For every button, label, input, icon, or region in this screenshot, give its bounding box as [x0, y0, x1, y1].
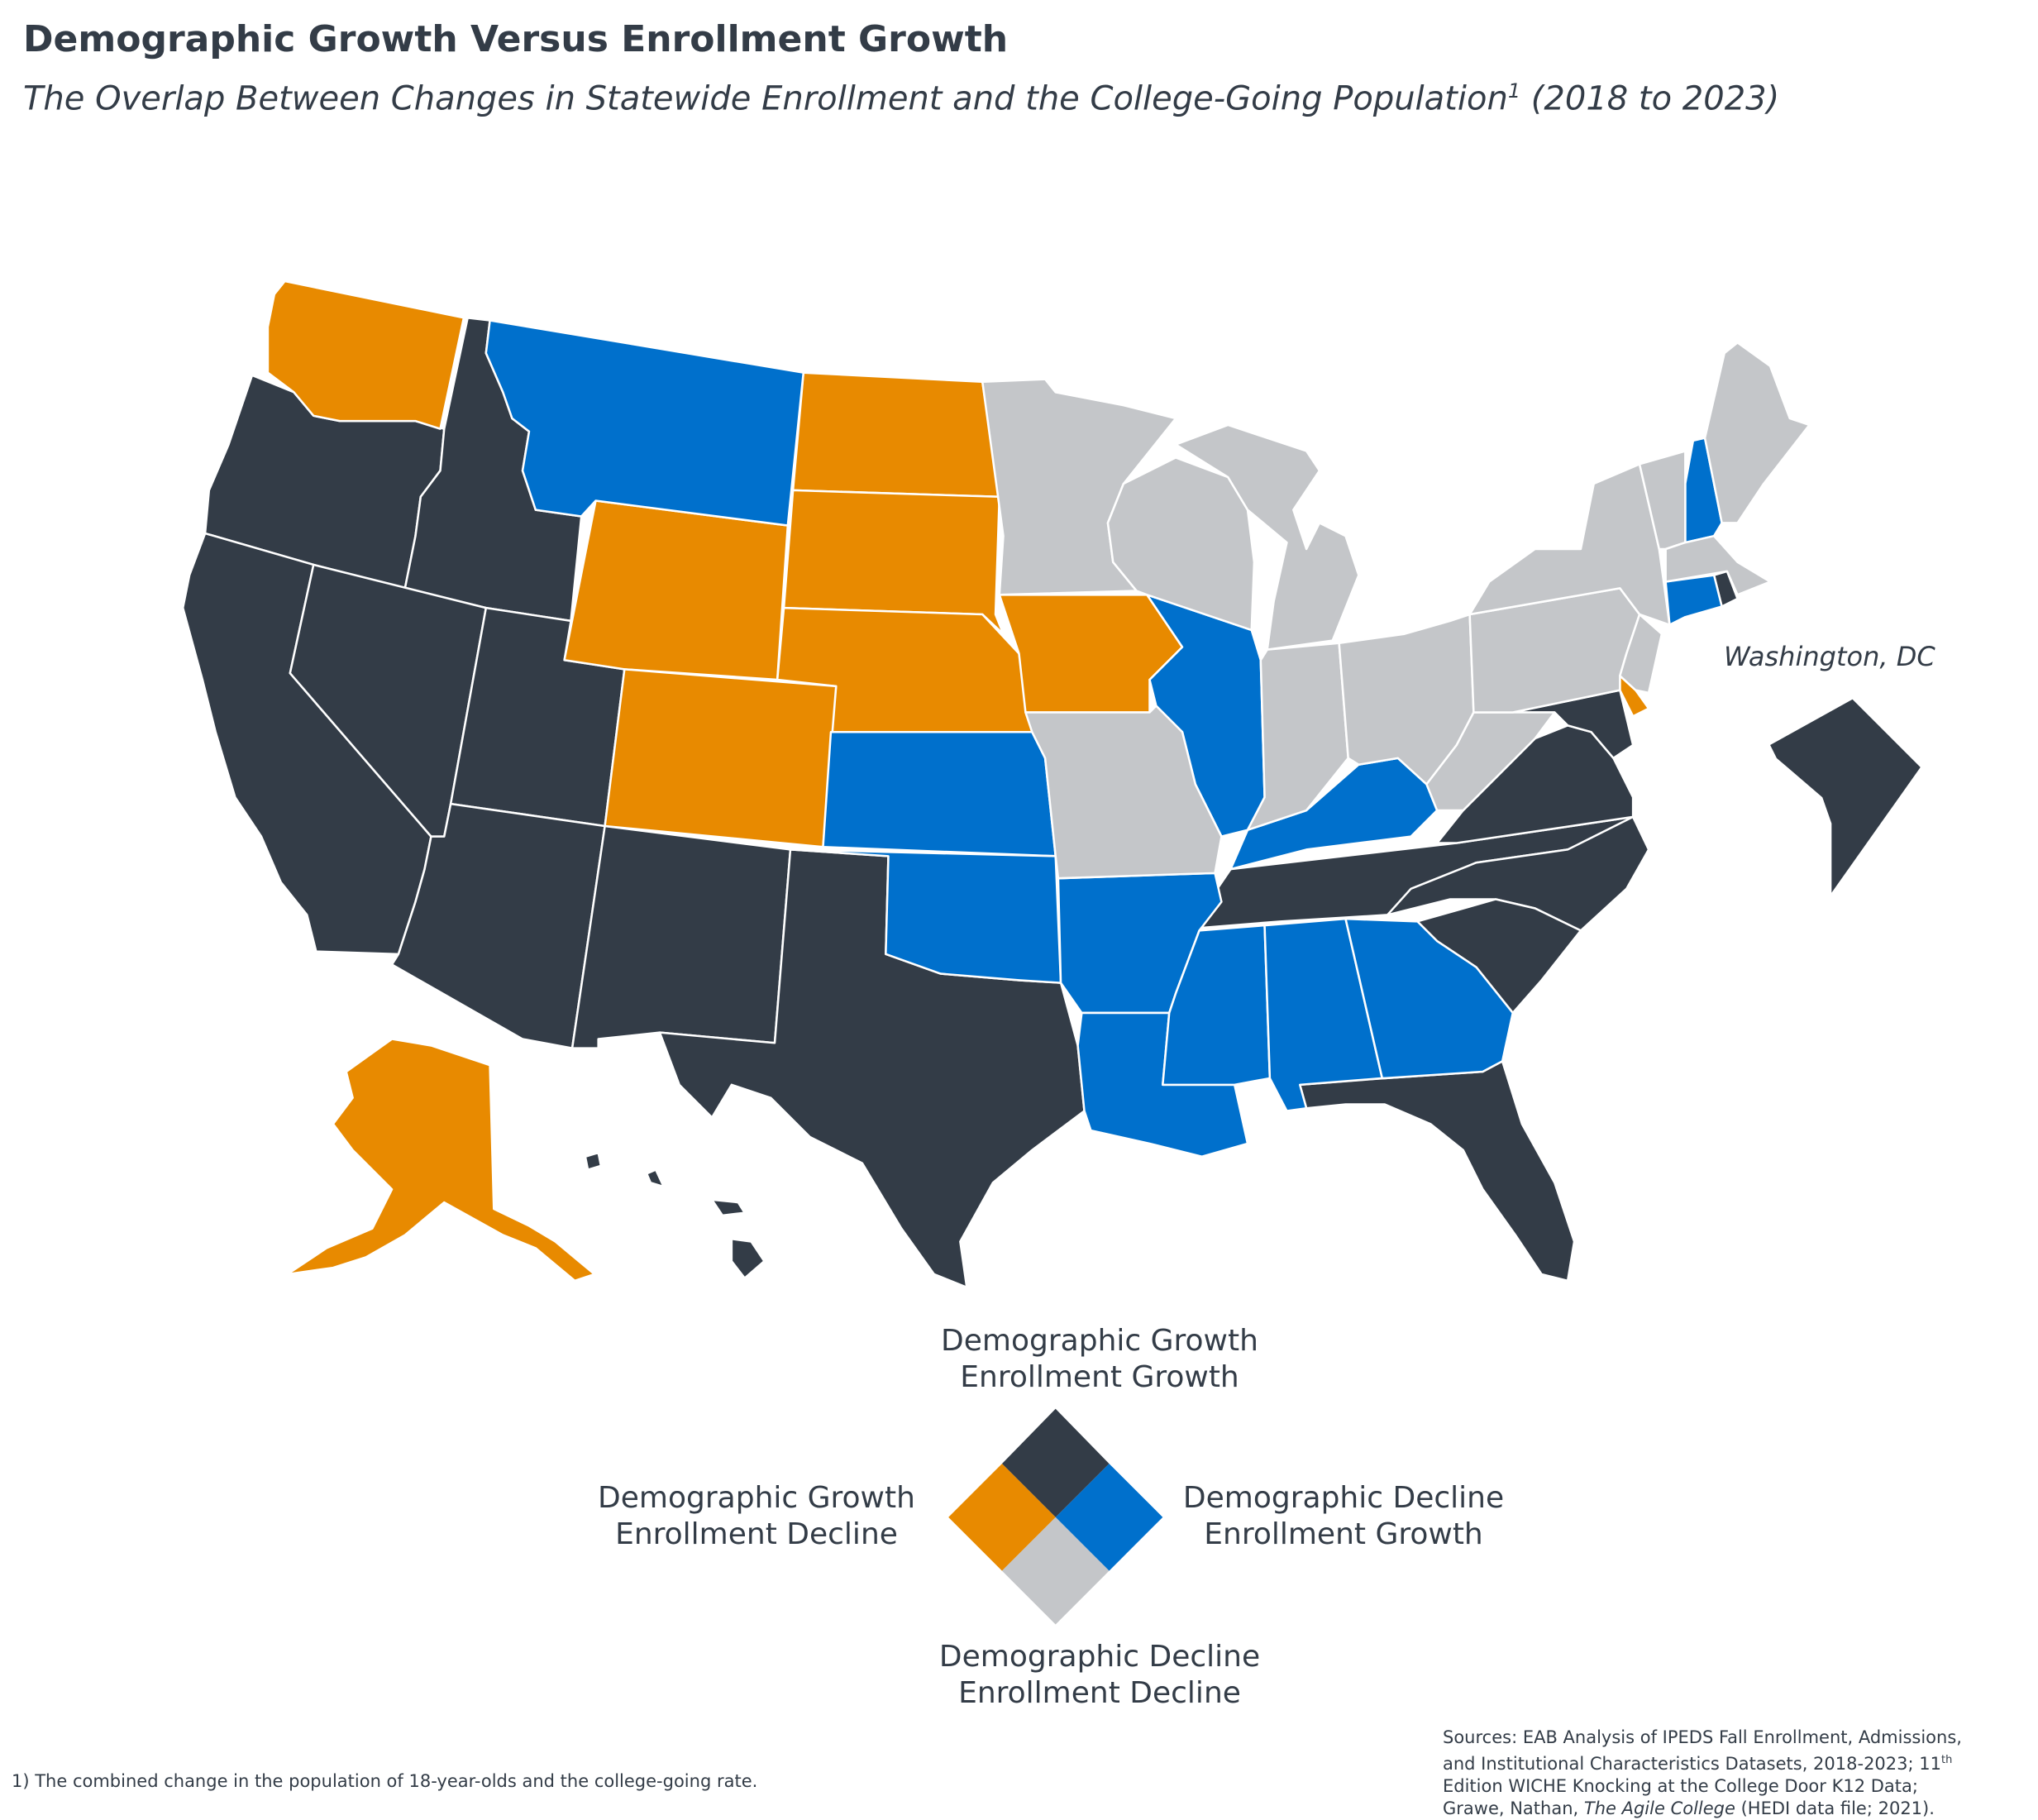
state-colorado[interactable]: [604, 668, 838, 848]
legend-top-line2: Enrollment Growth: [960, 1360, 1239, 1394]
legend-bottom-line2: Enrollment Decline: [958, 1676, 1241, 1710]
legend-label-right: Demographic Decline Enrollment Growth: [1166, 1480, 1521, 1553]
sources-book-title: The Agile College: [1583, 1799, 1735, 1818]
legend-right-line1: Demographic Decline: [1182, 1481, 1505, 1515]
legend-label-bottom: Demographic Decline Enrollment Decline: [893, 1639, 1306, 1712]
sources-line4-end: (HEDI data file; 2021).: [1735, 1799, 1935, 1818]
subtitle-text: The Overlap Between Changes in Statewide…: [23, 79, 1508, 118]
sources-line2: and Institutional Characteristics Datase…: [1443, 1749, 1962, 1775]
chart-subtitle: The Overlap Between Changes in Statewide…: [23, 79, 1779, 117]
state-alaska[interactable]: [286, 1038, 596, 1283]
footnote: 1) The combined change in the population…: [12, 1771, 758, 1791]
state-florida[interactable]: [1298, 1060, 1576, 1283]
legend-swatch-decline-decline: [1001, 1517, 1110, 1625]
state-missouri[interactable]: [1024, 705, 1223, 880]
state-oklahoma[interactable]: [789, 848, 1062, 984]
state-new-mexico[interactable]: [570, 824, 792, 1049]
states-layer: [181, 279, 1811, 1289]
sources-line4-text: Grawe, Nathan,: [1443, 1799, 1584, 1818]
state-kansas[interactable]: [822, 730, 1057, 857]
legend-label-top: Demographic Growth Enrollment Growth: [893, 1323, 1306, 1396]
legend-swatch-growth-growth: [1001, 1408, 1110, 1517]
sources-line1: Sources: EAB Analysis of IPEDS Fall Enro…: [1443, 1727, 1962, 1747]
sources-line2-sup: th: [1941, 1754, 1953, 1766]
state-georgia[interactable]: [1344, 917, 1515, 1080]
subtitle-range: (2018 to 2023): [1520, 79, 1780, 118]
state-wyoming[interactable]: [563, 499, 790, 681]
state-wisconsin[interactable]: [1106, 456, 1256, 632]
chart-title: Demographic Growth Versus Enrollment Gro…: [23, 18, 1009, 60]
state-west-virginia[interactable]: [1425, 711, 1556, 812]
state-hawaii[interactable]: [584, 1151, 766, 1279]
legend-diamond: [948, 1408, 1163, 1625]
legend-right-line2: Enrollment Growth: [1204, 1517, 1483, 1551]
legend-swatch-decline-growth: [1055, 1464, 1163, 1571]
sources-note: Sources: EAB Analysis of IPEDS Fall Enro…: [1443, 1727, 1962, 1820]
sources-line2-text: and Institutional Characteristics Datase…: [1443, 1754, 1941, 1774]
dc-inset-label: Washington, DC: [1724, 641, 1935, 672]
state-connecticut[interactable]: [1664, 574, 1723, 626]
state-washington[interactable]: [266, 279, 465, 430]
legend-top-line1: Demographic Growth: [941, 1324, 1258, 1358]
state-new-jersey[interactable]: [1619, 613, 1663, 695]
sources-line3: Edition WICHE Knocking at the College Do…: [1443, 1776, 1918, 1796]
state-north-carolina[interactable]: [1386, 815, 1650, 932]
legend-label-left: Demographic Growth Enrollment Decline: [579, 1480, 934, 1553]
legend-left-line2: Enrollment Decline: [615, 1517, 898, 1551]
footnote-marker: 1: [1507, 79, 1521, 103]
state-michigan[interactable]: [1174, 423, 1360, 651]
state-north-dakota[interactable]: [791, 371, 1001, 499]
state-massachusetts[interactable]: [1664, 534, 1772, 596]
state-maine[interactable]: [1703, 342, 1811, 524]
state-montana[interactable]: [484, 319, 805, 527]
dc-inset-shape[interactable]: [1770, 699, 1921, 893]
sources-line4: Grawe, Nathan, The Agile College (HEDI d…: [1443, 1798, 1962, 1820]
legend-left-line1: Demographic Growth: [598, 1481, 915, 1515]
legend-bottom-line1: Demographic Decline: [938, 1640, 1261, 1674]
